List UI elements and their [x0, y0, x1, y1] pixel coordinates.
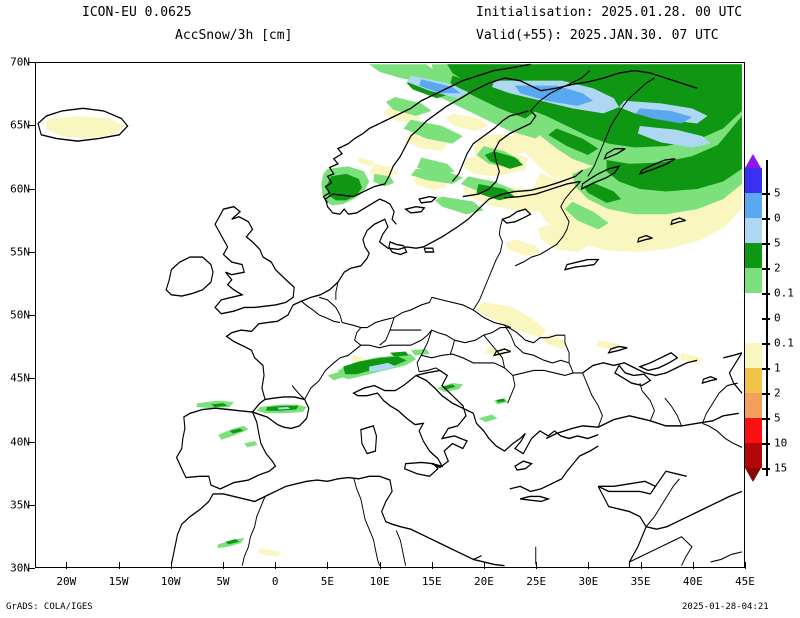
colorbar-band — [745, 343, 762, 369]
y-axis-label: 70N — [10, 55, 30, 69]
colorbar-tick-label: 1 — [774, 361, 781, 375]
colorbar-band — [745, 418, 762, 444]
colorbar-tick-label: 10 — [774, 436, 788, 450]
y-axis-tick — [28, 62, 35, 63]
x-axis-tick — [327, 562, 329, 569]
colorbar-tick — [762, 293, 770, 295]
y-axis-tick — [28, 251, 35, 253]
colorbar-tick — [762, 418, 770, 420]
x-axis-label: 10E — [369, 575, 390, 588]
y-axis-tick — [28, 568, 35, 569]
colorbar-band — [745, 393, 762, 419]
initialisation-label: Initialisation: 2025.01.28. 00 UTC — [476, 5, 743, 20]
model-label: ICON-EU 0.0625 — [82, 5, 192, 20]
colorbar — [745, 168, 762, 469]
x-axis-tick — [483, 562, 485, 569]
colorbar-band — [745, 443, 762, 469]
y-axis-label: 30N — [10, 561, 30, 575]
x-axis-label: 0 — [271, 575, 279, 588]
x-axis-label: 5W — [216, 575, 230, 588]
colorbar-band — [745, 243, 762, 269]
x-axis-tick — [222, 562, 224, 569]
colorbar-top-arrow — [745, 154, 761, 168]
variable-label: AccSnow/3h [cm] — [175, 28, 293, 43]
colorbar-tick-label: 5 — [774, 411, 781, 425]
colorbar-band — [745, 218, 762, 244]
x-axis-label: 10W — [160, 575, 181, 588]
precip-band-5 — [419, 79, 692, 124]
colorbar-tick-label: 2 — [774, 386, 781, 400]
grads-credit: GrADS: COLA/IGES — [6, 602, 93, 612]
colorbar-band — [745, 368, 762, 394]
x-axis-tick — [379, 562, 381, 569]
colorbar-band — [745, 268, 762, 294]
x-axis-tick — [431, 562, 433, 569]
y-axis-tick — [28, 125, 35, 127]
render-stamp: 2025-01-28-04:21 — [682, 602, 769, 612]
x-axis-tick — [118, 562, 120, 569]
colorbar-tick-label: 5 — [774, 236, 781, 250]
colorbar-tick-label: 0 — [774, 211, 781, 225]
x-axis-tick — [640, 562, 642, 569]
colorbar-tick — [762, 393, 770, 395]
y-axis-label: 60N — [10, 182, 30, 195]
colorbar-tick — [762, 218, 770, 220]
y-axis-label: 45N — [10, 371, 30, 385]
valid-time-label: Valid(+55): 2025.JAN.30. 07 UTC — [476, 28, 719, 43]
y-axis-label: 50N — [10, 308, 30, 322]
colorbar-tick-label: 5 — [774, 186, 781, 200]
x-axis-label: 35E — [630, 575, 651, 588]
x-axis-tick — [588, 562, 590, 569]
colorbar-tick-label: 0.1 — [774, 286, 794, 300]
colorbar-band — [745, 168, 762, 194]
x-axis-tick — [745, 562, 746, 569]
y-axis-label: 40N — [10, 435, 30, 448]
colorbar-tick-label: 15 — [774, 461, 788, 475]
x-axis-label: 25E — [526, 575, 547, 588]
colorbar-band — [745, 318, 762, 344]
x-axis-label: 15W — [108, 575, 129, 588]
x-axis-tick — [692, 562, 694, 569]
y-axis-label: 65N — [10, 118, 30, 132]
x-axis-tick — [275, 562, 277, 569]
colorbar-tick-label: 0.1 — [774, 336, 794, 350]
x-axis-label: 40E — [682, 575, 703, 588]
x-axis-label: 20W — [56, 575, 77, 588]
y-axis-label: 55N — [10, 245, 30, 259]
y-axis-tick — [28, 441, 35, 443]
x-axis-tick — [536, 562, 538, 569]
colorbar-tick — [762, 443, 770, 445]
colorbar-tick — [762, 268, 770, 270]
x-axis-tick — [66, 562, 68, 569]
colorbar-tick — [762, 318, 770, 320]
map-plot-area — [35, 62, 745, 568]
precip-shading-layer — [46, 64, 742, 557]
x-axis-label: 15E — [421, 575, 442, 588]
colorbar-bottom-arrow — [745, 468, 761, 482]
colorbar-tick — [762, 193, 770, 195]
colorbar-tick-label: 2 — [774, 261, 781, 275]
y-axis-tick — [28, 504, 35, 506]
x-axis-label: 5E — [320, 575, 334, 588]
map-canvas — [37, 63, 743, 567]
x-axis-label: 30E — [578, 575, 599, 588]
colorbar-tick-label: 0 — [774, 311, 781, 325]
colorbar-tick — [762, 243, 770, 245]
colorbar-tick — [762, 343, 770, 345]
y-axis-tick — [28, 315, 35, 316]
colorbar-band — [745, 293, 762, 319]
y-axis-tick — [28, 378, 35, 380]
x-axis-tick — [170, 562, 172, 569]
x-axis-label: 20E — [474, 575, 494, 588]
colorbar-tick — [762, 368, 770, 370]
coastline-layer — [37, 63, 743, 567]
y-axis-label: 35N — [10, 498, 30, 512]
y-axis-tick — [28, 188, 35, 190]
colorbar-band — [745, 193, 762, 219]
x-axis-label: 45E — [735, 575, 755, 588]
colorbar-tick — [762, 468, 770, 470]
